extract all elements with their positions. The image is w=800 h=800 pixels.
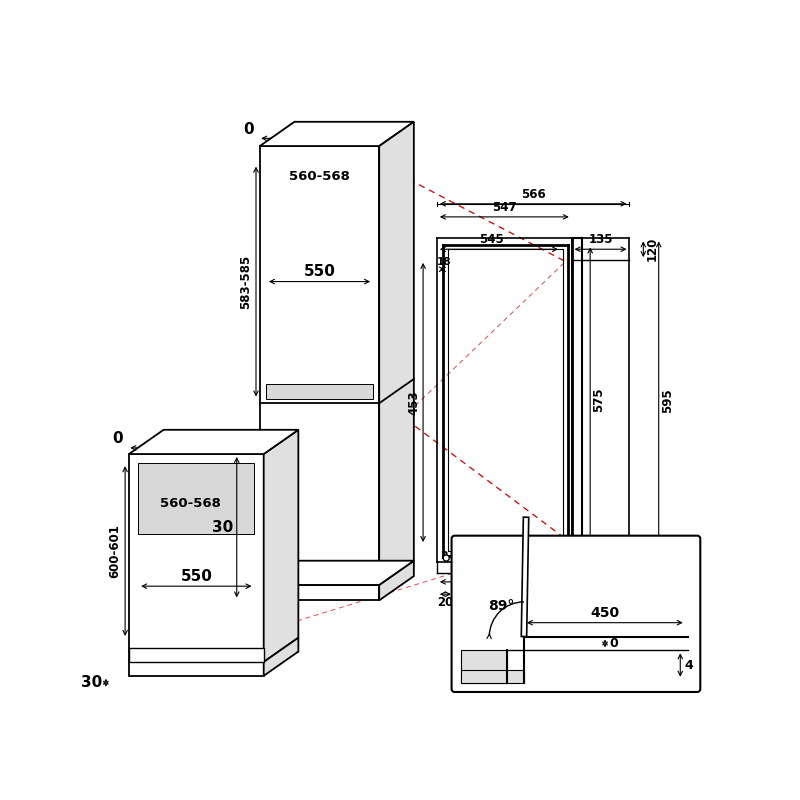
Polygon shape [260, 561, 414, 585]
Text: 566: 566 [521, 188, 546, 201]
Text: 453: 453 [408, 390, 421, 414]
Polygon shape [138, 534, 254, 639]
Text: 2: 2 [440, 550, 448, 561]
Text: 550: 550 [180, 569, 212, 584]
Text: 18: 18 [437, 257, 451, 267]
Circle shape [443, 555, 450, 561]
Text: 595: 595 [661, 388, 674, 413]
Polygon shape [260, 122, 414, 146]
Text: 450: 450 [590, 606, 619, 619]
Polygon shape [129, 454, 264, 662]
Text: 20: 20 [438, 597, 454, 610]
Polygon shape [260, 146, 379, 585]
Text: 600-601: 600-601 [108, 524, 122, 578]
Polygon shape [461, 670, 524, 682]
Text: 0: 0 [609, 637, 618, 650]
Text: 583-585: 583-585 [239, 254, 252, 309]
Polygon shape [264, 430, 298, 662]
Text: 30: 30 [212, 520, 233, 534]
Polygon shape [138, 463, 254, 534]
Polygon shape [129, 662, 264, 676]
Polygon shape [260, 585, 379, 600]
Text: 0: 0 [112, 431, 122, 446]
Text: 135: 135 [588, 233, 613, 246]
Polygon shape [266, 384, 373, 399]
Text: 0: 0 [243, 122, 254, 137]
Polygon shape [129, 648, 264, 662]
Text: 550: 550 [303, 264, 335, 279]
Text: 560-568: 560-568 [289, 170, 350, 183]
Text: 120: 120 [646, 237, 658, 262]
Text: 547: 547 [492, 201, 517, 214]
Polygon shape [379, 561, 414, 600]
Text: 575: 575 [593, 388, 606, 413]
Text: 545: 545 [479, 233, 504, 246]
Polygon shape [522, 517, 529, 637]
Polygon shape [129, 430, 298, 454]
Text: 560-568: 560-568 [160, 497, 221, 510]
FancyBboxPatch shape [451, 536, 700, 692]
Polygon shape [461, 650, 507, 682]
Polygon shape [379, 122, 414, 585]
Polygon shape [266, 164, 373, 399]
Polygon shape [264, 638, 298, 676]
Text: 30: 30 [81, 675, 102, 690]
Text: 4: 4 [684, 658, 693, 671]
Text: 89°: 89° [488, 598, 514, 613]
Text: 595: 595 [521, 584, 546, 597]
